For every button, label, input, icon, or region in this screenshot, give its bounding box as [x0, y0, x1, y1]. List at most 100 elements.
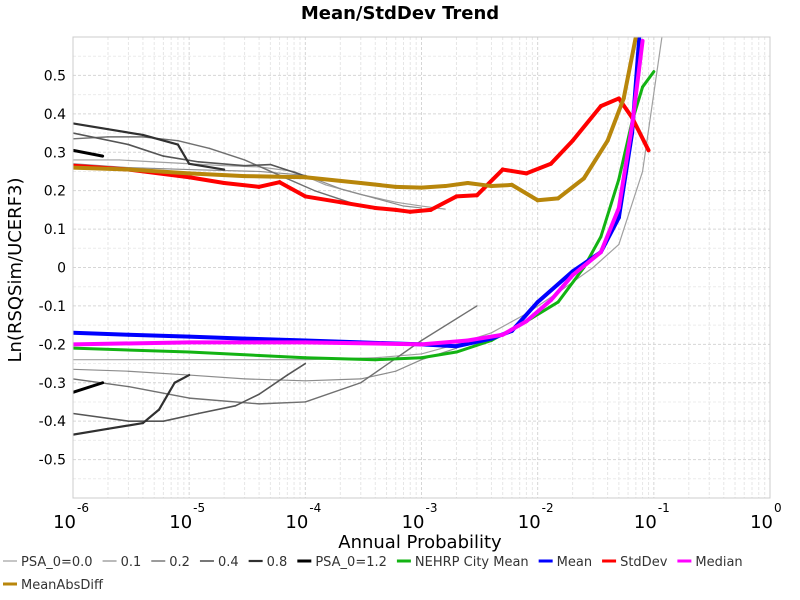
y-tick-label: -0.5: [39, 453, 66, 469]
legend-item: PSA_0=0.0: [3, 555, 93, 570]
series-segment: [535, 196, 561, 203]
y-tick-label: 0.4: [44, 107, 66, 123]
series-segment: [303, 356, 377, 362]
series-segment: [141, 408, 161, 425]
series-segment: [304, 382, 362, 403]
series-segment: [465, 180, 494, 189]
series-segment: [106, 421, 145, 430]
x-tick-label: 10-6: [53, 501, 89, 533]
series-segment: [339, 188, 376, 199]
series-segment: [395, 359, 423, 372]
series-segment: [258, 170, 306, 176]
series-segment: [490, 313, 528, 334]
series-segment: [524, 298, 553, 324]
series-segment: [395, 201, 423, 207]
series-PSA_0=0.0: [73, 37, 663, 361]
legend-label: NEHRP City Mean: [415, 555, 529, 570]
y-tick-label: 0.3: [44, 145, 66, 161]
series-segment: [187, 175, 227, 185]
x-tick-base: 10: [518, 512, 541, 533]
series-segment: [393, 184, 424, 190]
series-segment: [208, 147, 246, 161]
series-segment: [286, 362, 307, 376]
series-segment: [73, 340, 192, 347]
x-tick-exponent: -2: [542, 501, 554, 515]
series-segment: [548, 273, 575, 303]
series-segment: [454, 338, 493, 354]
series-segment: [570, 104, 603, 143]
x-tick-base: 10: [750, 512, 773, 533]
y-tick-label: -0.3: [39, 376, 66, 392]
grid-layer: [72, 36, 770, 499]
series-segment: [454, 193, 479, 199]
series-segment: [616, 123, 635, 210]
series-segment: [176, 143, 191, 165]
series-Median: [73, 38, 645, 347]
series-segment: [73, 122, 110, 131]
x-tick-exponent: -5: [193, 501, 205, 515]
y-tick-label: 0: [57, 261, 66, 277]
series-segment: [358, 180, 398, 189]
x-tick-exponent: -6: [77, 501, 89, 515]
legend-item: 0.2: [151, 555, 190, 570]
x-tick-exponent: -1: [658, 501, 670, 515]
series-segment: [277, 180, 308, 199]
series-segment: [73, 381, 105, 394]
series-segment: [641, 37, 663, 173]
series-segment: [454, 336, 494, 349]
legend-label: MeanAbsDiff: [21, 578, 104, 593]
chart-title: Mean/StdDev Trend: [301, 3, 499, 24]
series-segment: [303, 340, 424, 347]
series-segment: [428, 194, 459, 212]
series-segment: [73, 427, 110, 436]
series-segment: [73, 368, 130, 372]
series-segment: [177, 140, 211, 150]
series-segment: [127, 143, 165, 157]
y-tick-label: -0.4: [39, 414, 66, 430]
series-segment: [73, 346, 191, 354]
series-segment: [73, 148, 105, 158]
y-tick-label: -0.1: [39, 299, 66, 315]
series-segment: [474, 167, 505, 198]
series-segment: [242, 174, 308, 180]
series-0.8: [73, 122, 226, 436]
series-segment: [599, 177, 621, 239]
series-segment: [419, 184, 448, 190]
series-segment: [500, 319, 529, 337]
series-segment: [548, 138, 575, 166]
series-segment: [556, 176, 586, 201]
series-segment: [581, 138, 610, 181]
series-segment: [162, 412, 200, 422]
series-segment: [126, 167, 192, 176]
legend-label: 0.8: [267, 555, 288, 570]
series-segment: [127, 370, 190, 376]
series-segment: [374, 197, 405, 207]
series-segment: [338, 200, 378, 210]
series-segment: [73, 132, 130, 146]
series-segment: [570, 250, 603, 278]
x-tick-base: 10: [169, 512, 192, 533]
series-MeanAbsDiff: [73, 37, 638, 203]
series-segment: [535, 269, 575, 305]
series-segment: [304, 378, 362, 382]
series-segment: [360, 339, 423, 384]
series-segment: [242, 336, 308, 343]
series-segment: [162, 155, 200, 163]
legend-label: 0.4: [218, 555, 239, 570]
series-segment: [173, 373, 191, 384]
series-segment: [303, 194, 343, 205]
x-tick-base: 10: [402, 512, 425, 533]
y-tick-label: 0.1: [44, 222, 66, 238]
x-tick-label: 10-3: [402, 501, 438, 533]
legend-label: 0.2: [169, 555, 190, 570]
series-segment: [641, 70, 656, 89]
y-tick-label: 0.2: [44, 184, 66, 200]
series-segment: [373, 205, 398, 212]
legend-label: Median: [695, 555, 742, 570]
legend-item: StdDev: [602, 555, 668, 570]
series-segment: [630, 38, 645, 128]
y-tick-label: 0.5: [44, 68, 66, 84]
series-segment: [258, 374, 289, 396]
series-segment: [197, 161, 246, 167]
